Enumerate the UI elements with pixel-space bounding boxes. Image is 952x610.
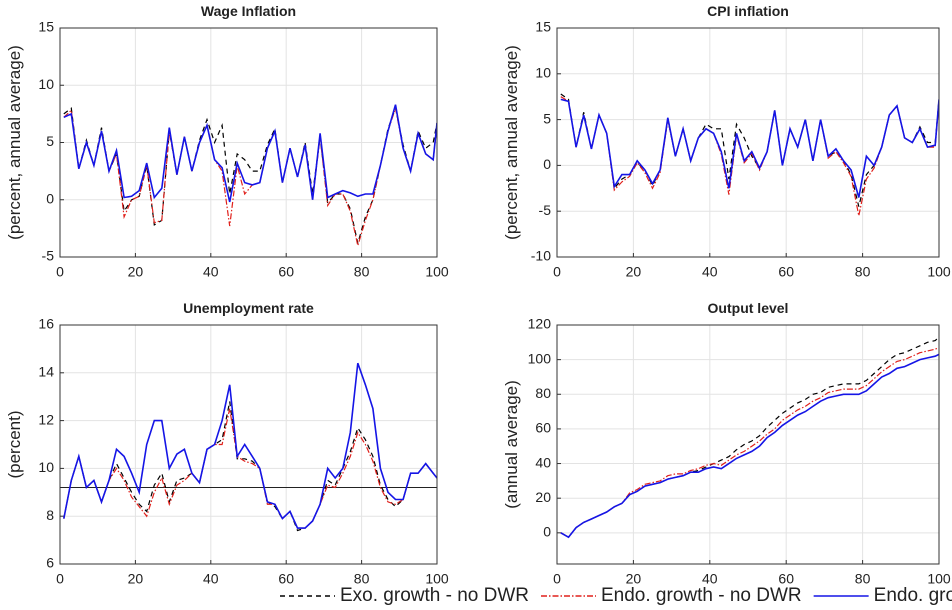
- series-line: [63, 104, 437, 203]
- legend-label: Exo. growth - no DWR: [340, 585, 529, 606]
- y-tick-label: 80: [535, 385, 551, 401]
- x-tick-label: 80: [354, 571, 370, 587]
- series-line: [63, 362, 437, 529]
- y-tick-label: 8: [46, 507, 54, 523]
- x-tick-label: 40: [203, 264, 219, 280]
- x-tick-label: 60: [278, 264, 294, 280]
- x-tick-label: 60: [778, 571, 794, 587]
- x-tick-label: 0: [56, 571, 64, 587]
- y-axis-label: (percent, annual average): [5, 45, 24, 240]
- series-line: [560, 336, 939, 538]
- y-tick-label: 12: [38, 411, 54, 427]
- series-line: [63, 408, 437, 529]
- x-tick-label: 60: [778, 264, 794, 280]
- y-tick-label: 60: [535, 420, 551, 436]
- y-tick-label: 6: [46, 555, 54, 571]
- y-tick-label: 16: [38, 316, 54, 332]
- legend-label: Endo. growth - DWR: [874, 585, 952, 606]
- y-tick-label: 5: [46, 133, 54, 149]
- series-line: [63, 105, 437, 248]
- x-tick-label: 40: [203, 571, 219, 587]
- x-tick-label: 80: [855, 571, 871, 587]
- x-tick-label: 20: [626, 264, 642, 280]
- axes-box: [556, 324, 940, 565]
- x-tick-label: 20: [626, 571, 642, 587]
- x-tick-label: 80: [855, 264, 871, 280]
- x-tick-label: 0: [553, 571, 561, 587]
- y-tick-label: 40: [535, 454, 551, 470]
- series-line: [63, 401, 437, 532]
- y-axis-label: (percent, annual average): [502, 45, 521, 240]
- chart-title: Output level: [708, 300, 789, 316]
- y-tick-label: 0: [46, 190, 54, 206]
- x-tick-label: 40: [702, 264, 718, 280]
- y-tick-label: 0: [543, 524, 551, 540]
- y-tick-label: 10: [38, 76, 54, 92]
- axes-box: [556, 27, 940, 258]
- y-tick-label: 15: [38, 19, 54, 35]
- y-tick-label: 5: [543, 110, 551, 126]
- x-tick-label: 100: [927, 571, 951, 587]
- y-tick-label: -5: [42, 248, 55, 264]
- axes-box: [59, 324, 438, 565]
- x-tick-label: 100: [927, 264, 951, 280]
- y-tick-label: 120: [528, 316, 552, 332]
- chart-title: Unemployment rate: [183, 300, 314, 316]
- y-tick-label: -5: [539, 202, 552, 218]
- chart-title: CPI inflation: [707, 3, 789, 19]
- y-tick-label: 14: [38, 364, 54, 380]
- y-axis-label: (percent): [5, 410, 24, 478]
- series-line: [560, 353, 939, 539]
- x-tick-label: 40: [702, 571, 718, 587]
- x-tick-label: 20: [128, 264, 144, 280]
- y-tick-label: -10: [531, 248, 551, 264]
- chart-title: Wage Inflation: [201, 3, 296, 19]
- series-line: [560, 96, 939, 216]
- series-line: [560, 93, 939, 207]
- axes-box: [59, 27, 438, 258]
- y-axis-label: (annual average): [502, 380, 521, 509]
- y-tick-label: 0: [543, 156, 551, 172]
- y-tick-label: 10: [38, 459, 54, 475]
- x-tick-label: 20: [128, 571, 144, 587]
- series-line: [560, 98, 939, 198]
- legend-label: Endo. growth - no DWR: [601, 585, 802, 606]
- y-tick-label: 100: [528, 350, 552, 366]
- x-tick-label: 100: [425, 571, 449, 587]
- x-tick-label: 100: [425, 264, 449, 280]
- y-tick-label: 20: [535, 489, 551, 505]
- x-tick-label: 60: [278, 571, 294, 587]
- x-tick-label: 80: [354, 264, 370, 280]
- y-tick-label: 10: [535, 65, 551, 81]
- y-tick-label: 15: [535, 19, 551, 35]
- x-tick-label: 0: [56, 264, 64, 280]
- x-tick-label: 0: [553, 264, 561, 280]
